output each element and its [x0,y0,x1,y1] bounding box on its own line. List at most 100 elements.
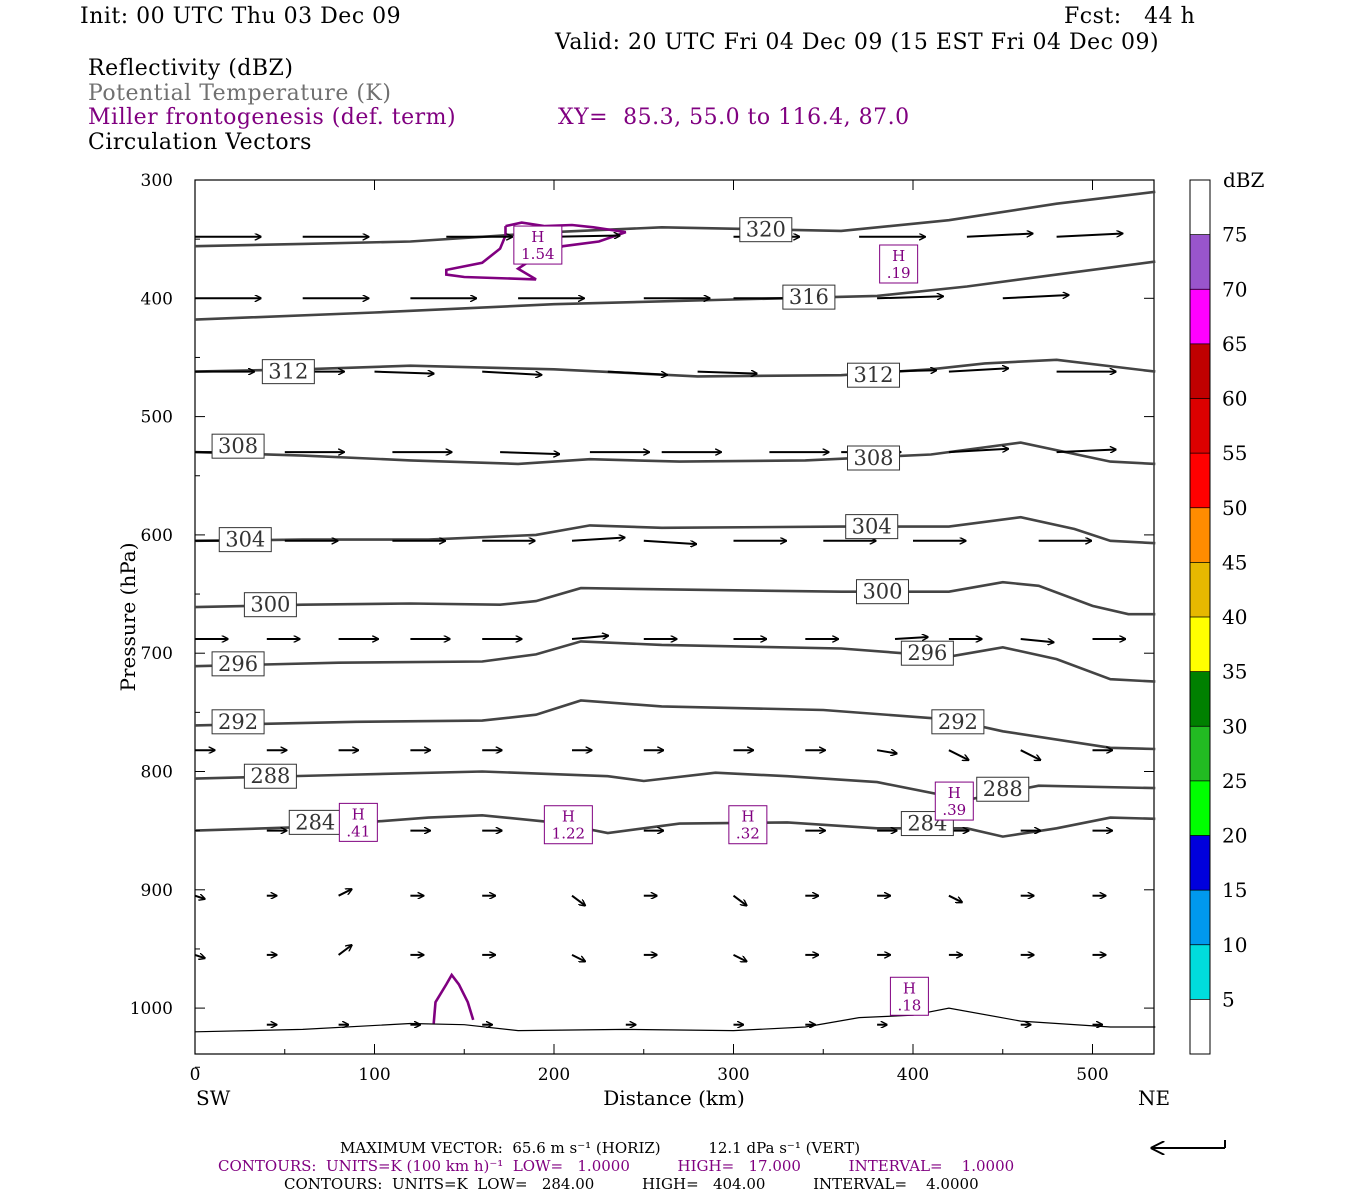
contour-label-layer: 320 316 312 312 308 308 304 304 300 300 296 296 292 2… [211,217,1030,1016]
isentrope-label: 300 [250,593,290,617]
colorbar-swatch [1190,617,1210,672]
frontogenesis-max-value: .41 [346,822,370,840]
isentrope-label: 292 [218,710,258,734]
left-endpoint-label: SW [196,1086,231,1110]
colorbar-label: 35 [1222,660,1247,684]
isentrope-layer [194,190,1156,838]
x-tick-label: 0 [190,1065,201,1085]
frontogenesis-max-marker: H [903,979,916,997]
x-tick-label: 100 [358,1065,390,1085]
y-tick-label: 500 [141,408,173,428]
colorbar-swatch [1190,398,1210,454]
circulation-vector [1056,450,1116,453]
isentrope-label-box [243,592,297,618]
circulation-vector [1002,295,1069,300]
y-tick-label: 300 [141,171,173,191]
field-potential-temperature: Potential Temperature (K) [88,81,392,106]
colorbar-title: dBZ [1223,168,1265,192]
colorbar-label: 45 [1222,550,1247,574]
isentrope-300 [194,580,1156,616]
isentrope-304 [194,515,1156,545]
isentrope-label-box [847,362,901,388]
colorbar-swatch [1190,289,1210,344]
colorbar-label: 30 [1222,714,1247,738]
frontogenesis-max-marker: H [352,805,365,823]
isentrope-label-box [855,579,909,605]
isentrope-312 [194,358,1156,378]
circulation-vector [194,896,205,899]
frontogenesis-max-marker: H [531,228,544,246]
field-frontogenesis: Miller frontogenesis (def. term) [88,105,457,130]
colorbar-label: 10 [1222,933,1247,957]
isentrope-label-box [900,640,954,666]
colorbar-label: 25 [1222,769,1247,793]
circulation-vector [948,449,1008,454]
colorbar-swatch [1190,890,1210,945]
circulation-vector [966,234,1033,238]
plot-frame [194,179,1155,1055]
frontogenesis-max-box [338,802,378,842]
frontogenesis-max-value: .19 [887,264,911,282]
isentrope-label: 292 [938,710,978,734]
isentrope-label-box [288,809,342,835]
circulation-vector [571,894,585,906]
circulation-vector [877,296,943,298]
isentrope-label: 296 [907,641,947,665]
init-time: Init: 00 UTC Thu 03 Dec 09 [80,4,402,29]
frontogenesis-max-marker: H [948,784,961,802]
frontogenesis-max-value: .39 [942,801,966,819]
circulation-vector [571,636,608,640]
circulation-vector [374,372,434,374]
frontogenesis-contour [432,972,475,1024]
isentrope-label-box [847,445,901,471]
isentrope-label-box [739,217,793,243]
isentrope-label-box [931,709,985,735]
circulation-vector [500,452,559,454]
colorbar-swatch [1190,343,1210,399]
frontogenesis-max-value: .32 [736,825,760,843]
frontogenesis-max-marker: H [741,808,754,826]
y-tick-label: 400 [141,289,173,309]
isentrope-label: 284 [295,810,335,834]
isentrope-label: 304 [225,528,265,552]
isentrope-label-box [976,776,1030,802]
circulation-vector [1056,234,1123,238]
colorbar-swatch [1190,562,1210,617]
colorbar-swatch [1190,671,1210,727]
isentrope-label: 308 [218,434,258,458]
isentrope-label: 308 [853,446,893,470]
colorbar-swatch [1190,780,1210,836]
frontogenesis-max-value: 1.22 [552,825,585,843]
circulation-vector [482,370,541,375]
isentrope-label-box [211,709,265,735]
x-axis-title: Distance (km) [603,1086,745,1110]
colorbar-label: 20 [1222,824,1247,848]
isentrope-label-box [845,514,899,540]
x-tick-label: 300 [717,1065,749,1085]
frontogenesis-max-marker: H [892,247,905,265]
circulation-vector [733,954,747,962]
colorbar-label: 60 [1222,387,1247,411]
colorbar-swatch [1190,726,1210,781]
isentrope-label: 288 [983,777,1023,801]
field-reflectivity: Reflectivity (dBZ) [88,56,294,81]
dbz-colorbar: 75 70 65 60 55 50 45 40 35 30 25 20 15 10 5 [1189,179,1247,1055]
y-tick-label: 900 [141,881,173,901]
y-tick-label: 800 [141,763,173,783]
colorbar-swatch [1190,453,1210,508]
frontogenesis-max-value: 1.54 [521,245,554,263]
colorbar-swatch [1190,835,1210,891]
isentrope-label: 300 [862,580,902,604]
circulation-vector [697,372,757,374]
circulation-vector [876,750,897,753]
colorbar-label: 55 [1222,441,1247,465]
isentrope-label-box [211,433,265,459]
max-vector-note: MAXIMUM VECTOR: 65.6 m s⁻¹ (HORIZ) 12.1 … [340,1139,861,1157]
isentrope-label-box [211,651,265,677]
colorbar-label: 5 [1222,987,1235,1011]
circulation-vector [894,637,928,639]
x-tick-label: 400 [897,1065,929,1085]
forecast-hour: Fcst: 44 h [1064,4,1196,29]
circulation-vector [948,368,1008,373]
